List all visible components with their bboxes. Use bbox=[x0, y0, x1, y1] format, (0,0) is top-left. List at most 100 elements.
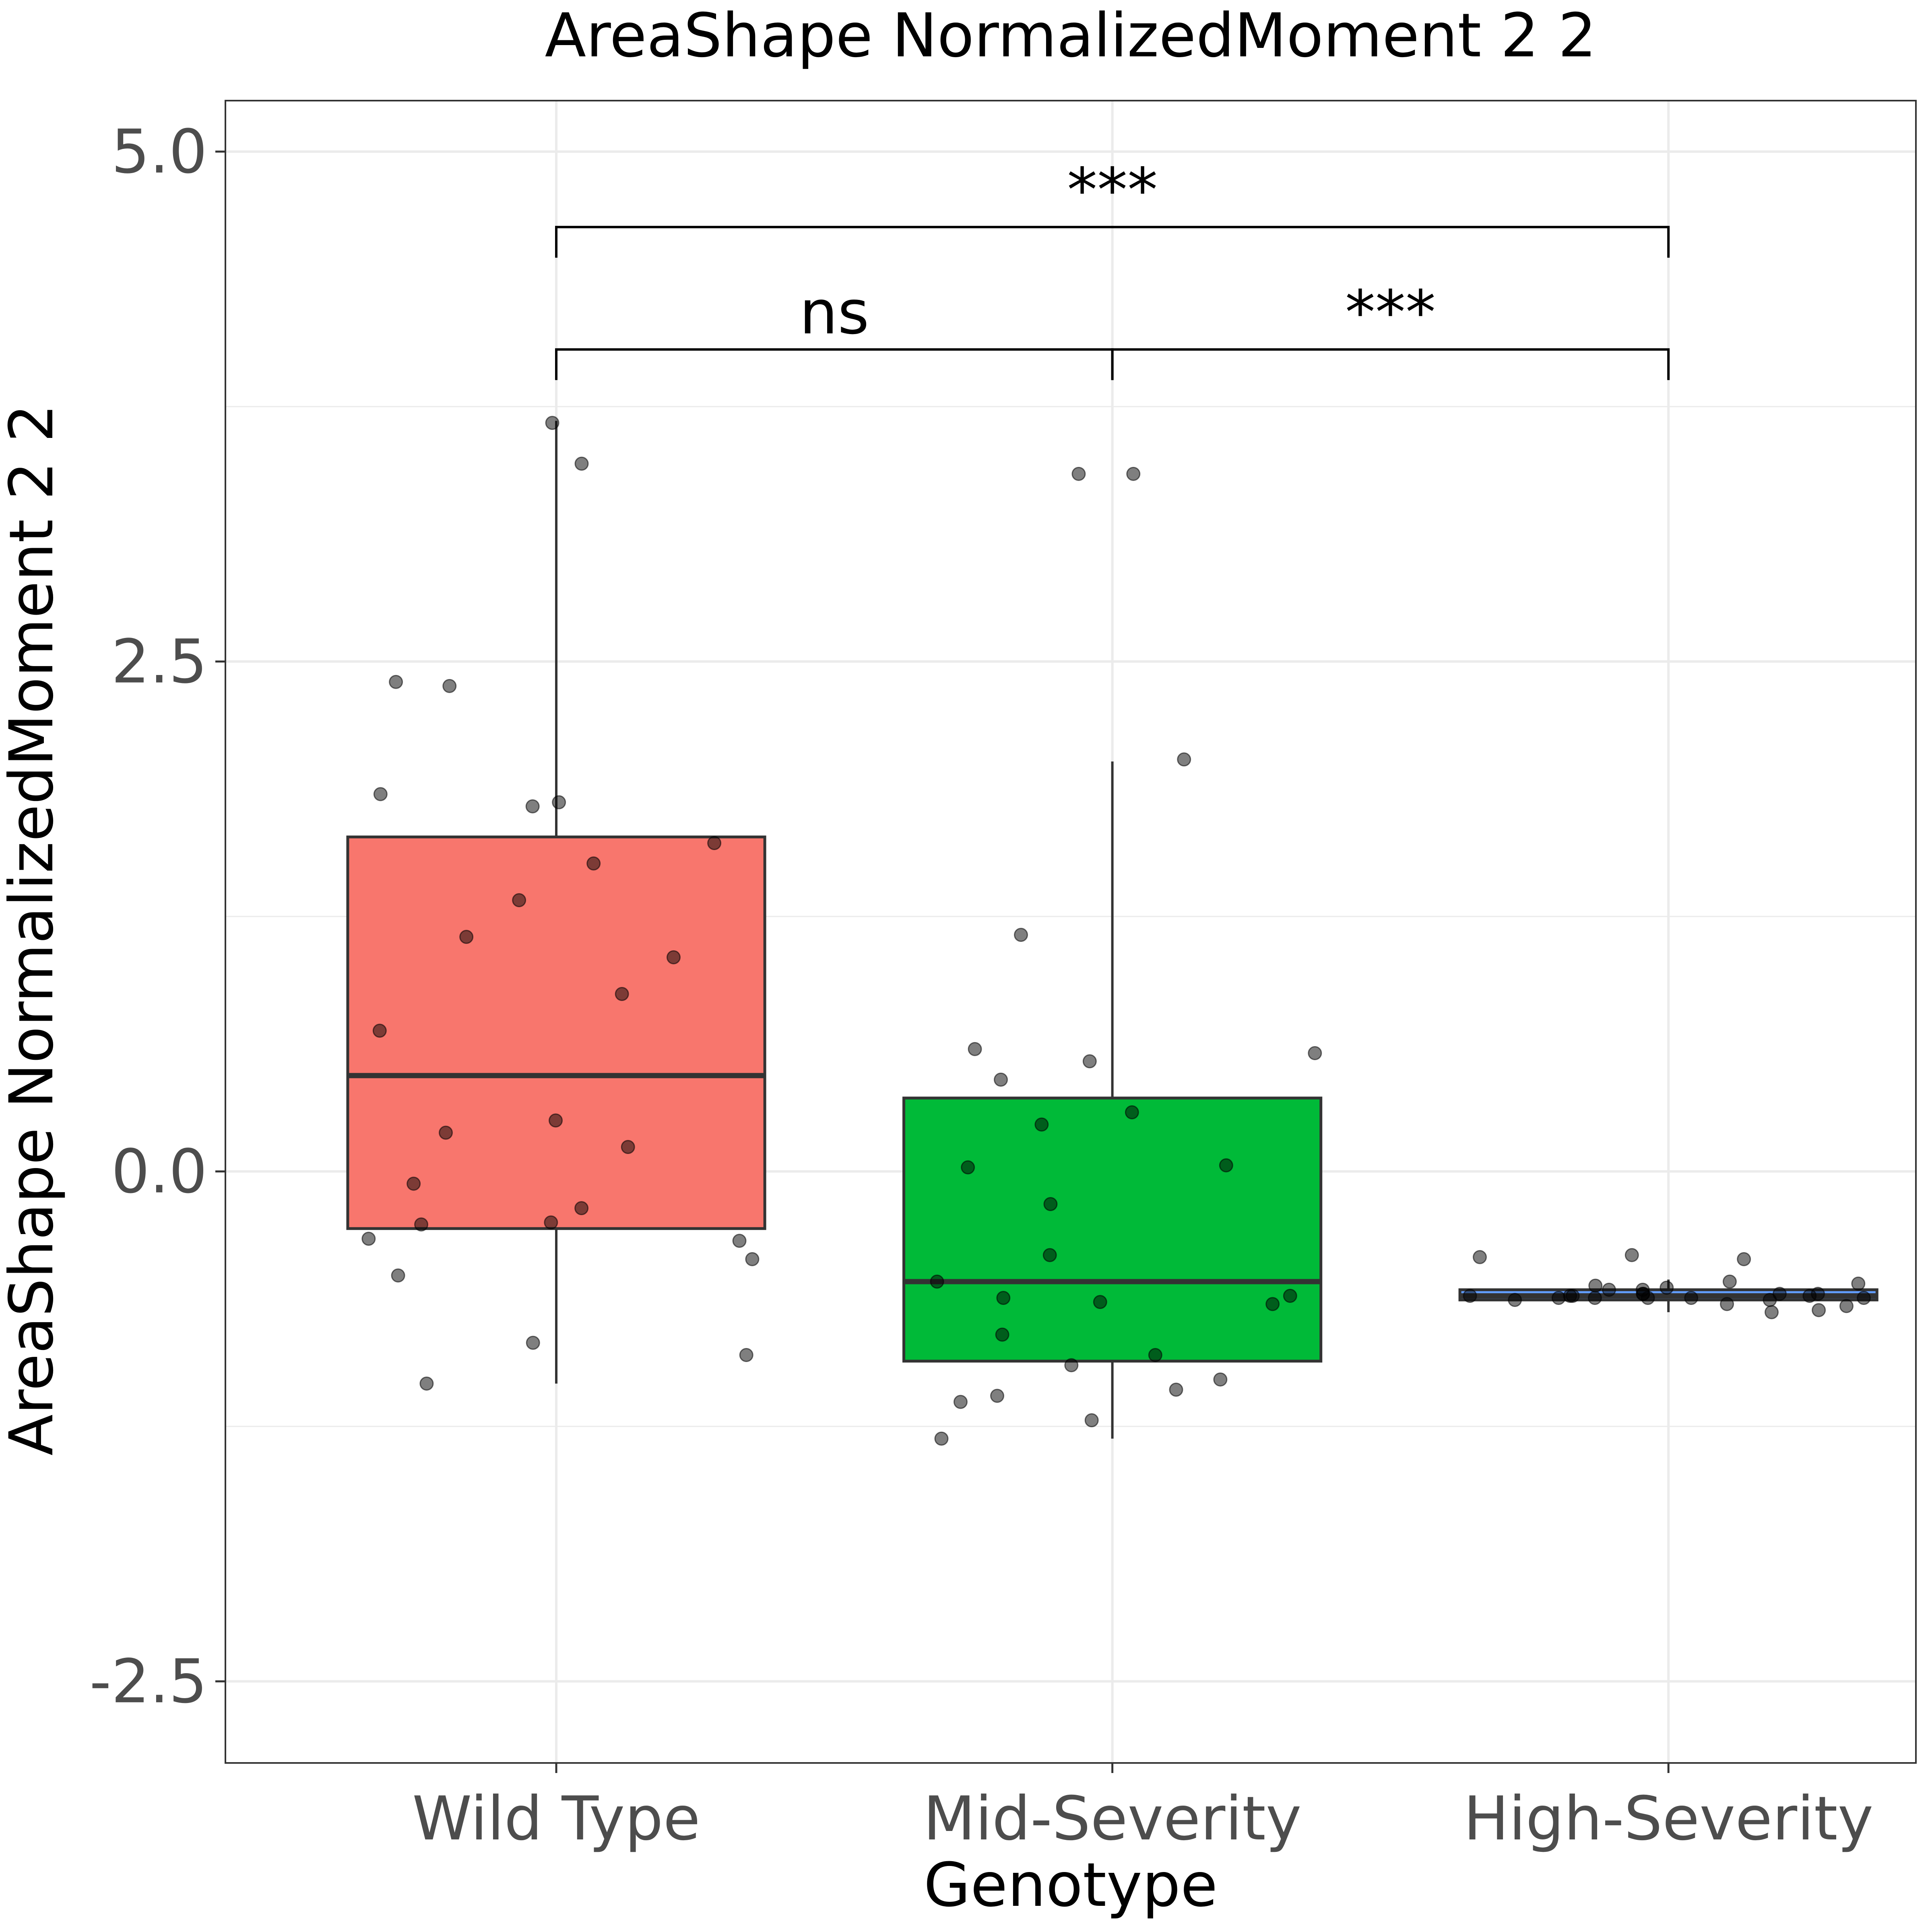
data-point bbox=[1636, 1286, 1650, 1301]
data-point bbox=[1177, 752, 1191, 767]
data-point bbox=[1463, 1289, 1477, 1303]
data-point bbox=[391, 1268, 405, 1283]
data-point bbox=[1773, 1286, 1787, 1301]
data-point bbox=[1042, 1248, 1057, 1262]
data-point bbox=[586, 856, 601, 871]
x-tick-label: High-Severity bbox=[1463, 1784, 1873, 1854]
data-point bbox=[1684, 1291, 1699, 1305]
data-point bbox=[1720, 1297, 1734, 1311]
data-point bbox=[1737, 1252, 1751, 1266]
data-point bbox=[666, 950, 681, 964]
x-axis-label: Genotype bbox=[924, 1850, 1218, 1920]
data-point bbox=[1126, 466, 1141, 481]
data-point bbox=[525, 799, 540, 813]
significance-label: *** bbox=[1067, 155, 1158, 225]
box-wild-type bbox=[346, 835, 766, 1230]
data-point bbox=[1565, 1289, 1580, 1303]
data-point bbox=[1857, 1291, 1871, 1305]
data-point bbox=[545, 416, 559, 430]
plot-panel-border bbox=[225, 100, 1917, 1764]
data-point bbox=[739, 1348, 753, 1362]
data-point bbox=[995, 1327, 1009, 1342]
data-point bbox=[1213, 1372, 1228, 1387]
data-point bbox=[544, 1215, 558, 1230]
data-point bbox=[953, 1395, 968, 1409]
data-point bbox=[1624, 1248, 1639, 1262]
data-point bbox=[1722, 1274, 1737, 1289]
data-point bbox=[439, 1125, 453, 1140]
data-point bbox=[372, 1024, 387, 1038]
box-layer bbox=[346, 421, 1878, 1439]
y-tick-label: -2.5 bbox=[89, 1647, 207, 1717]
data-point bbox=[1839, 1299, 1854, 1313]
significance-label: *** bbox=[1345, 278, 1436, 348]
data-point bbox=[707, 836, 722, 850]
data-point bbox=[1148, 1348, 1162, 1362]
data-point bbox=[968, 1042, 982, 1056]
data-point bbox=[1602, 1282, 1616, 1297]
axes: -2.5 0.0 2.5 5.0 Wild Type Mid-Severity High-S… bbox=[89, 117, 1873, 1854]
data-point bbox=[512, 893, 526, 907]
data-point bbox=[1265, 1297, 1280, 1311]
data-point bbox=[934, 1431, 949, 1446]
data-point bbox=[549, 1113, 563, 1128]
data-point bbox=[373, 787, 388, 801]
data-point bbox=[419, 1376, 434, 1391]
data-point bbox=[732, 1234, 747, 1248]
data-point bbox=[574, 456, 589, 471]
data-point bbox=[1093, 1295, 1107, 1309]
data-point bbox=[621, 1140, 635, 1154]
data-point bbox=[1551, 1291, 1566, 1305]
y-tick-label: 0.0 bbox=[111, 1137, 207, 1207]
data-point bbox=[994, 1072, 1008, 1087]
data-point bbox=[1125, 1105, 1139, 1119]
data-point bbox=[459, 930, 474, 944]
data-point bbox=[1472, 1250, 1487, 1264]
data-point bbox=[407, 1177, 421, 1191]
data-point bbox=[1071, 466, 1086, 481]
data-point bbox=[1588, 1278, 1603, 1293]
data-point bbox=[990, 1389, 1004, 1403]
data-point bbox=[996, 1291, 1011, 1305]
box-mid-severity bbox=[902, 1096, 1323, 1363]
chart-title: AreaShape NormalizedMoment 2 2 bbox=[545, 1, 1597, 71]
data-point bbox=[1308, 1046, 1322, 1061]
data-point bbox=[1765, 1305, 1779, 1319]
y-tick-label: 5.0 bbox=[111, 117, 207, 187]
data-point bbox=[414, 1217, 429, 1232]
data-point bbox=[442, 679, 457, 693]
comparison-bracket bbox=[555, 226, 1670, 258]
data-point bbox=[1084, 1413, 1099, 1428]
data-point bbox=[1219, 1158, 1233, 1172]
y-tick-label: 2.5 bbox=[111, 627, 207, 697]
data-point bbox=[961, 1160, 975, 1174]
data-point bbox=[1811, 1286, 1825, 1301]
jitter-points bbox=[361, 416, 1871, 1446]
data-point bbox=[1851, 1276, 1866, 1291]
data-point bbox=[1660, 1280, 1674, 1295]
data-point bbox=[1043, 1197, 1058, 1212]
data-point bbox=[361, 1232, 376, 1246]
data-point bbox=[1034, 1117, 1049, 1132]
data-point bbox=[1812, 1303, 1826, 1317]
data-point bbox=[930, 1274, 944, 1289]
data-point bbox=[1587, 1291, 1602, 1305]
data-point bbox=[1169, 1383, 1183, 1397]
data-point bbox=[1283, 1289, 1297, 1303]
y-axis-label: AreaShape NormalizedMoment 2 2 bbox=[0, 404, 67, 1456]
data-point bbox=[574, 1201, 589, 1216]
data-point bbox=[1508, 1293, 1522, 1307]
data-point bbox=[1082, 1054, 1097, 1069]
significance-label: ns bbox=[799, 278, 869, 348]
data-point bbox=[615, 987, 629, 1001]
data-point bbox=[745, 1252, 760, 1266]
data-point bbox=[1014, 928, 1028, 942]
data-point bbox=[389, 675, 403, 689]
x-tick-label: Wild Type bbox=[412, 1784, 700, 1854]
significance-brackets: *** ns *** bbox=[555, 155, 1670, 380]
x-tick-label: Mid-Severity bbox=[923, 1784, 1302, 1854]
comparison-bracket bbox=[1111, 348, 1670, 380]
data-point bbox=[526, 1335, 540, 1350]
